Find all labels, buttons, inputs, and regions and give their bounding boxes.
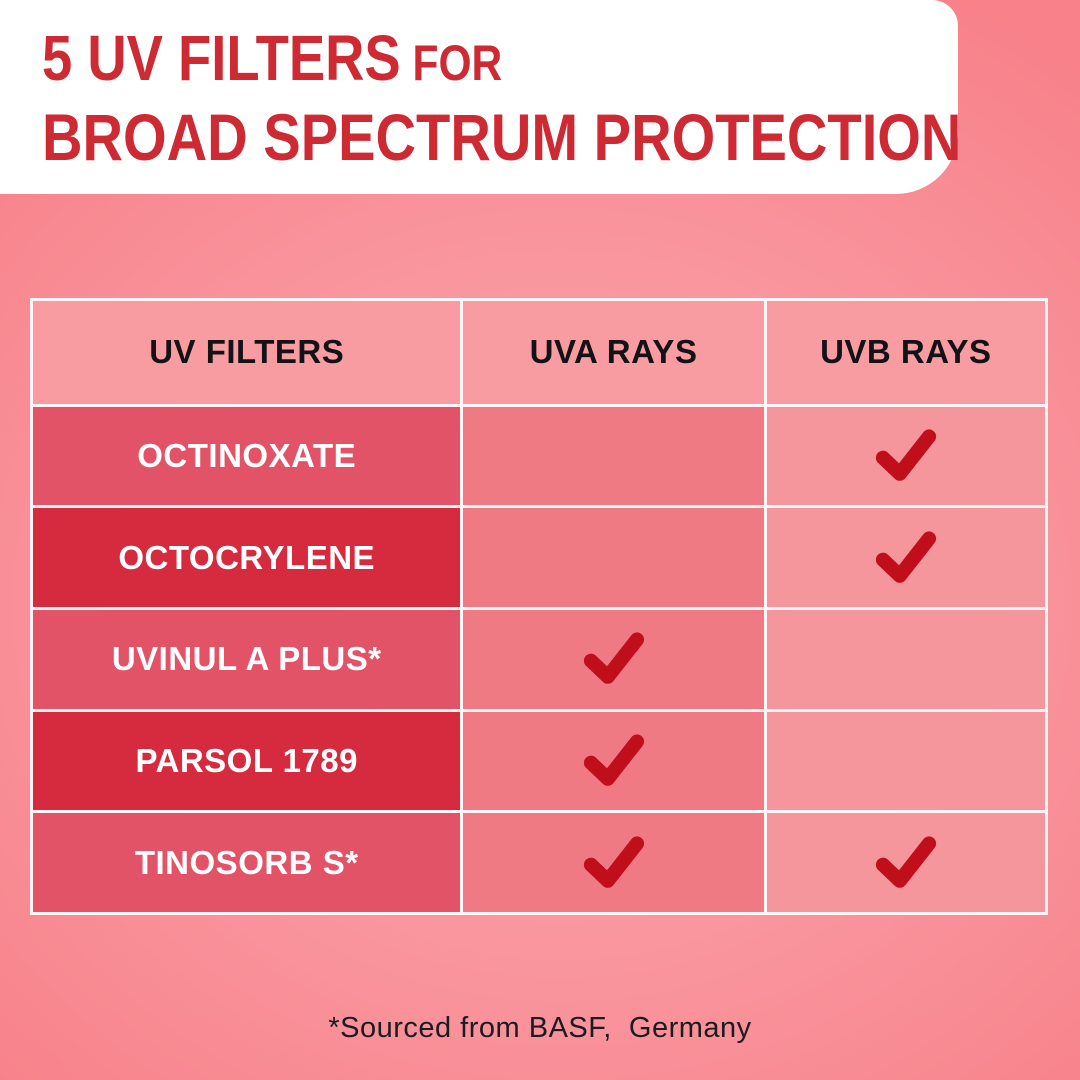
uva-rays-cell [463, 406, 764, 506]
uva-rays-cell [463, 508, 764, 607]
checkmark-icon [875, 429, 936, 481]
column-header-uva-rays: UVA RAYS [463, 301, 764, 404]
uvb-rays-cell [766, 711, 1045, 811]
filter-name-cell: OCTOCRYLENE [33, 508, 461, 607]
uvb-rays-cell [766, 609, 1045, 709]
checkmark-icon [583, 632, 644, 685]
checkmark-icon [875, 531, 936, 583]
title-line-2: BROAD SPECTRUM PROTECTION [42, 100, 962, 174]
footnote: *Sourced from BASF, Germany [328, 1012, 752, 1044]
filter-name-cell: OCTINOXATE [33, 406, 461, 506]
filter-name-cell: UVINUL A PLUS* [33, 609, 461, 709]
uva-rays-cell [463, 609, 764, 709]
checkmark-icon [583, 836, 644, 888]
title-line-1: 5 UV FILTERS FOR [42, 26, 821, 90]
uvb-rays-cell [766, 406, 1045, 506]
filter-name-cell: PARSOL 1789 [33, 711, 461, 811]
uvb-rays-cell [766, 813, 1045, 912]
uv-filters-table: UV FILTERS UVA RAYS UVB RAYS OCTINOXATE OCTO… [30, 298, 1048, 915]
header-banner: 5 UV FILTERS FOR BROAD SPECTRUM PROTECTI… [0, 0, 962, 194]
checkmark-icon [875, 836, 936, 888]
title-main-text: 5 UV FILTERS [42, 22, 401, 94]
column-header-uvb-rays: UVB RAYS [766, 301, 1045, 404]
uva-rays-cell [463, 711, 764, 811]
uva-rays-cell [463, 813, 764, 912]
uvb-rays-cell [766, 508, 1045, 607]
checkmark-icon [583, 734, 644, 786]
filter-name-cell: TINOSORB S* [33, 813, 461, 912]
title-suffix-text: FOR [400, 35, 503, 91]
column-header-uv-filters: UV FILTERS [33, 301, 461, 404]
